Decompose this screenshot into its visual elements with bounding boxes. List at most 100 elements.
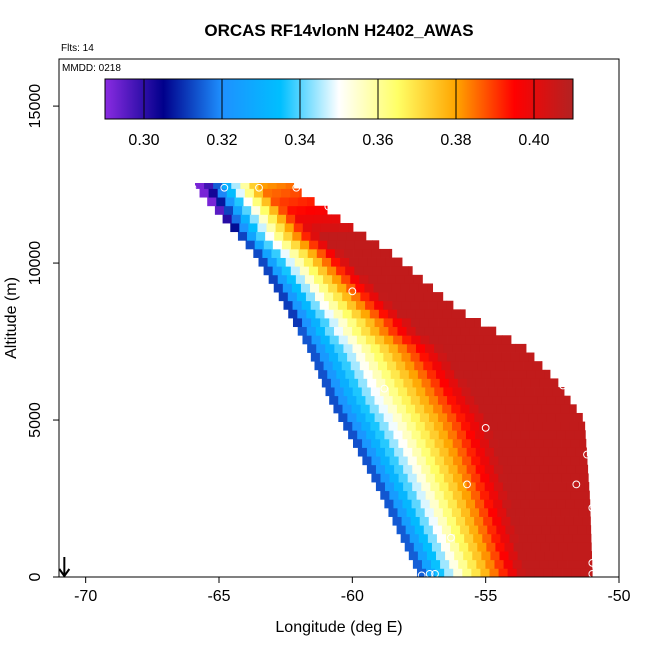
heatmap-cell	[555, 395, 566, 405]
heatmap-cell	[431, 559, 441, 569]
y-tick-label: 15000	[27, 84, 44, 129]
heatmap-cell	[434, 438, 445, 448]
heatmap-cell	[578, 507, 589, 517]
heatmap-cell	[562, 551, 573, 561]
heatmap-cell	[323, 205, 328, 215]
heatmap-cell	[328, 283, 338, 293]
heatmap-cell	[376, 378, 386, 388]
heatmap-cell	[452, 421, 462, 431]
heatmap-cell	[546, 395, 557, 405]
heatmap-cell	[539, 464, 549, 474]
heatmap-cell	[440, 559, 450, 569]
heatmap-cell	[474, 335, 485, 345]
heatmap-cell	[504, 542, 514, 552]
heatmap-cell	[463, 551, 473, 561]
heatmap-cell	[534, 438, 544, 448]
heatmap-cell	[367, 378, 377, 388]
heatmap-layer	[195, 183, 593, 578]
heatmap-cell	[515, 387, 526, 397]
heatmap-cell	[411, 430, 422, 440]
heatmap-cell	[421, 447, 431, 457]
heatmap-cell	[420, 499, 431, 509]
heatmap-cell	[383, 352, 393, 362]
heatmap-cell	[323, 361, 334, 371]
heatmap-cell	[560, 421, 571, 431]
heatmap-cell	[557, 447, 567, 457]
heatmap-cell	[405, 404, 416, 414]
sample-point	[188, 183, 197, 192]
heatmap-cell	[520, 430, 530, 440]
heatmap-cell	[423, 525, 434, 535]
heatmap-cell	[447, 318, 457, 328]
heatmap-cell	[428, 516, 439, 526]
heatmap-cell	[379, 343, 390, 353]
heatmap-cell	[532, 361, 542, 371]
heatmap-cell	[436, 369, 446, 379]
heatmap-cell	[475, 378, 486, 388]
heatmap-cell	[278, 205, 288, 215]
heatmap-cell	[421, 482, 431, 492]
heatmap-cell	[374, 352, 384, 362]
heatmap-cell	[362, 456, 372, 466]
heatmap-cell	[493, 430, 503, 440]
heatmap-cell	[506, 421, 516, 431]
heatmap-cell	[207, 197, 217, 207]
heatmap-cell	[412, 559, 423, 569]
heatmap-cell	[342, 292, 352, 302]
heatmap-cell	[287, 292, 298, 302]
heatmap-cell	[416, 473, 427, 483]
heatmap-cell	[433, 326, 444, 336]
heatmap-cell	[253, 248, 263, 258]
heatmap-cell	[406, 421, 417, 431]
heatmap-cell	[532, 404, 543, 414]
heatmap-cell	[394, 464, 404, 474]
heatmap-cell	[567, 559, 577, 569]
heatmap-cell	[369, 309, 380, 319]
heatmap-cell	[503, 378, 513, 388]
heatmap-cell	[506, 387, 517, 397]
heatmap-cell	[470, 438, 481, 448]
heatmap-cell	[520, 499, 530, 509]
heatmap-cell	[424, 421, 435, 431]
heatmap-cell	[455, 533, 465, 543]
heatmap-cell	[377, 274, 387, 284]
heatmap-cell	[429, 499, 440, 509]
heatmap-cell	[519, 352, 529, 362]
heatmap-cell	[281, 188, 291, 198]
sample-point	[588, 504, 597, 512]
heatmap-cell	[576, 559, 586, 569]
heatmap-cell	[578, 421, 586, 431]
heatmap-cell	[334, 248, 345, 258]
heatmap-cell	[575, 482, 585, 492]
heatmap-cell	[541, 404, 552, 414]
heatmap-cell	[353, 248, 363, 258]
heatmap-cell	[396, 404, 407, 414]
heatmap-cell	[375, 464, 386, 474]
heatmap-cell	[417, 551, 428, 561]
heatmap-cell	[398, 438, 408, 448]
heatmap-cell	[525, 473, 536, 483]
heatmap-cell	[419, 516, 430, 526]
heatmap-cell	[392, 318, 403, 328]
heatmap-cell	[516, 490, 526, 500]
heatmap-cell	[557, 559, 568, 569]
heatmap-cell	[525, 568, 536, 578]
heatmap-cell	[557, 482, 567, 492]
heatmap-cell	[320, 318, 330, 328]
heatmap-cell	[320, 335, 331, 345]
heatmap-cell	[323, 274, 333, 284]
heatmap-cell	[483, 335, 494, 345]
heatmap-cell	[446, 352, 457, 362]
heatmap-cell	[347, 352, 357, 362]
heatmap-cell	[426, 369, 437, 379]
heatmap-cell	[455, 516, 466, 526]
heatmap-cell	[534, 387, 544, 397]
heatmap-cell	[343, 421, 353, 431]
colorbar-tick-label: 0.40	[518, 132, 549, 149]
heatmap-cell	[582, 533, 592, 543]
heatmap-cell	[386, 274, 396, 284]
heatmap-cell	[325, 343, 335, 353]
heatmap-cell	[561, 438, 571, 448]
heatmap-cell	[439, 482, 449, 492]
heatmap-cell	[356, 395, 366, 405]
